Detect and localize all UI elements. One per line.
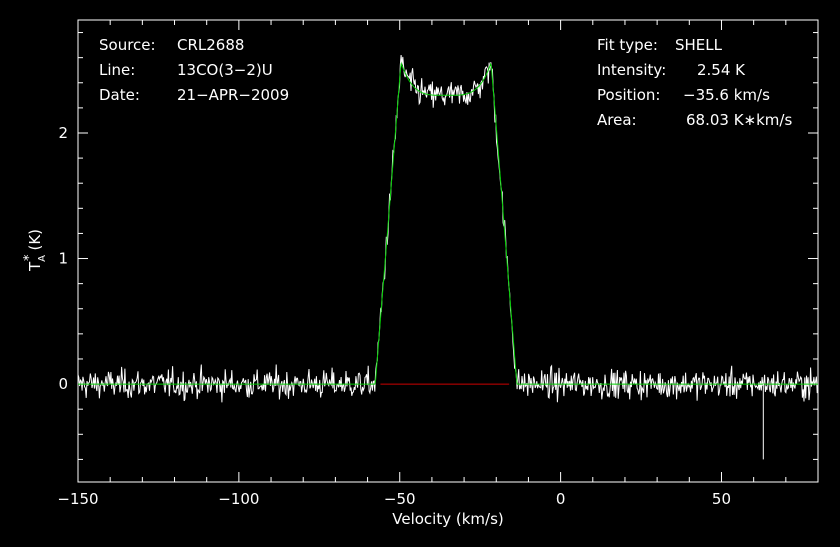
info-line-value: 13CO(3−2)U xyxy=(177,61,273,79)
y-axis-label-main: T xyxy=(26,261,44,272)
y-axis-label-sup: * xyxy=(22,254,37,261)
info-left: Source: CRL2688 Line: 13CO(3−2)U Date: 2… xyxy=(99,36,289,104)
x-tick-label: 50 xyxy=(712,490,731,508)
info-position-value: −35.6 km/s xyxy=(683,86,770,104)
info-area-label: Area: xyxy=(597,111,637,129)
fit-curve xyxy=(78,61,818,385)
x-tick-label: −50 xyxy=(384,490,416,508)
y-tick-labels: 0 1 2 xyxy=(58,124,68,393)
y-axis-label: TA* (K) xyxy=(22,229,48,272)
axis-ticks xyxy=(77,20,819,482)
x-tick-label: −100 xyxy=(218,490,259,508)
info-fit-type-value: SHELL xyxy=(675,36,723,54)
info-source-value: CRL2688 xyxy=(177,36,244,54)
info-date-value: 21−APR−2009 xyxy=(177,86,289,104)
info-source-label: Source: xyxy=(99,36,156,54)
x-tick-labels: −150 −100 −50 0 50 xyxy=(57,490,731,508)
info-intensity-value: 2.54 K xyxy=(697,61,746,79)
info-position-label: Position: xyxy=(597,86,660,104)
y-tick-label: 1 xyxy=(58,250,68,268)
x-axis-label: Velocity (km/s) xyxy=(392,510,503,528)
y-tick-label: 2 xyxy=(58,124,68,142)
x-tick-label: −150 xyxy=(57,490,98,508)
info-area-value: 68.03 K∗km/s xyxy=(686,111,792,129)
y-axis-label-unit: (K) xyxy=(26,229,44,251)
y-axis-label-sub: A xyxy=(37,255,48,262)
info-intensity-label: Intensity: xyxy=(597,61,666,79)
info-date-label: Date: xyxy=(99,86,140,104)
info-fit-type-label: Fit type: xyxy=(597,36,658,54)
plot-frame xyxy=(77,19,819,483)
info-line-label: Line: xyxy=(99,61,135,79)
spectrum-line xyxy=(77,54,819,403)
y-tick-label: 0 xyxy=(58,375,68,393)
x-tick-label: 0 xyxy=(556,490,566,508)
info-right: Fit type: SHELL Intensity: 2.54 K Positi… xyxy=(597,36,792,129)
